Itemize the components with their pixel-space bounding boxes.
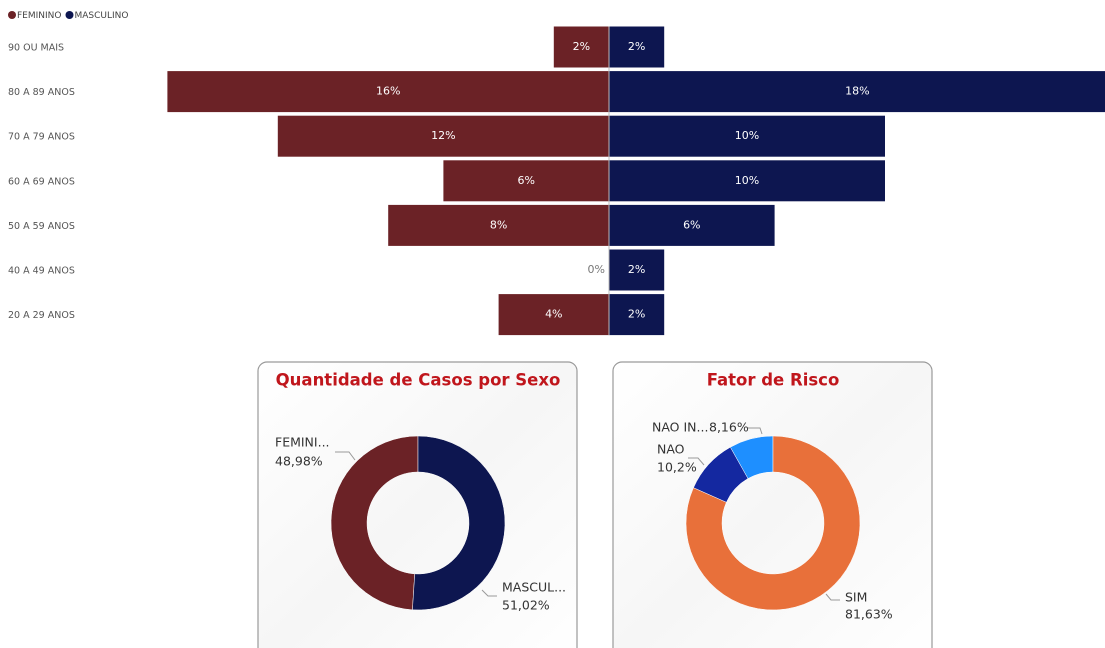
bar <box>609 71 1105 113</box>
bar-label: 12% <box>431 129 455 142</box>
slice-value: 48,98% <box>275 454 323 469</box>
bar <box>553 26 609 68</box>
chart-title: Fator de Risco <box>707 371 840 390</box>
bar <box>498 294 609 336</box>
leader-line <box>481 589 497 597</box>
bar <box>609 249 665 291</box>
panel <box>612 361 933 648</box>
bar <box>167 71 609 113</box>
donut-slice <box>685 435 861 611</box>
bar <box>388 204 609 246</box>
bar <box>609 204 775 246</box>
legend-marker <box>8 11 16 19</box>
category-label: 80 A 89 ANOS <box>8 87 75 98</box>
bar-label: 6% <box>517 174 534 187</box>
bar <box>609 26 665 68</box>
category-label: 40 A 49 ANOS <box>8 266 75 277</box>
bar <box>443 160 609 202</box>
bar <box>277 115 609 157</box>
slice-value: 8,16% <box>709 420 749 435</box>
slice-value: 51,02% <box>502 598 550 613</box>
category-label: 20 A 29 ANOS <box>8 310 75 321</box>
category-label: 50 A 59 ANOS <box>8 221 75 232</box>
slice-category: MASCUL... <box>502 580 566 595</box>
slice-category: NAO <box>657 442 685 457</box>
chart-title: Quantidade de Casos por Sexo <box>276 371 561 390</box>
leader-line <box>335 451 356 461</box>
bar-label: 2% <box>628 40 645 53</box>
leader-line <box>825 593 840 601</box>
category-label: 90 OU MAIS <box>8 43 64 54</box>
slice-category: FEMINI... <box>275 435 330 450</box>
donut-slice <box>330 435 419 611</box>
panel <box>257 361 578 648</box>
bar-label: 4% <box>545 308 562 321</box>
bar-label: 8% <box>490 218 507 231</box>
legend-label: MASCULINO <box>75 11 129 21</box>
donut-slice <box>412 435 506 611</box>
leader-line <box>748 427 763 435</box>
legend-marker <box>65 11 74 19</box>
legend-label: FEMININO <box>17 11 62 21</box>
slice-value: 10,2% <box>657 460 697 475</box>
category-label: 60 A 69 ANOS <box>8 176 75 187</box>
bar <box>609 115 885 157</box>
bar-label: 6% <box>683 218 700 231</box>
slice-category: SIM <box>845 590 867 605</box>
category-label: 70 A 79 ANOS <box>8 132 75 143</box>
bar-label: 10% <box>735 129 759 142</box>
bar-label: 2% <box>628 263 645 276</box>
bar-label: 16% <box>376 85 400 98</box>
bar <box>609 160 885 202</box>
slice-category: NAO IN... <box>652 420 708 435</box>
bar <box>609 294 665 336</box>
bar-label: 2% <box>573 40 590 53</box>
bar-label: 0% <box>588 263 605 276</box>
bar-label: 18% <box>845 85 869 98</box>
bar-label: 10% <box>735 174 759 187</box>
slice-value: 81,63% <box>845 607 893 622</box>
leader-line <box>688 457 705 466</box>
bar-label: 2% <box>628 308 645 321</box>
